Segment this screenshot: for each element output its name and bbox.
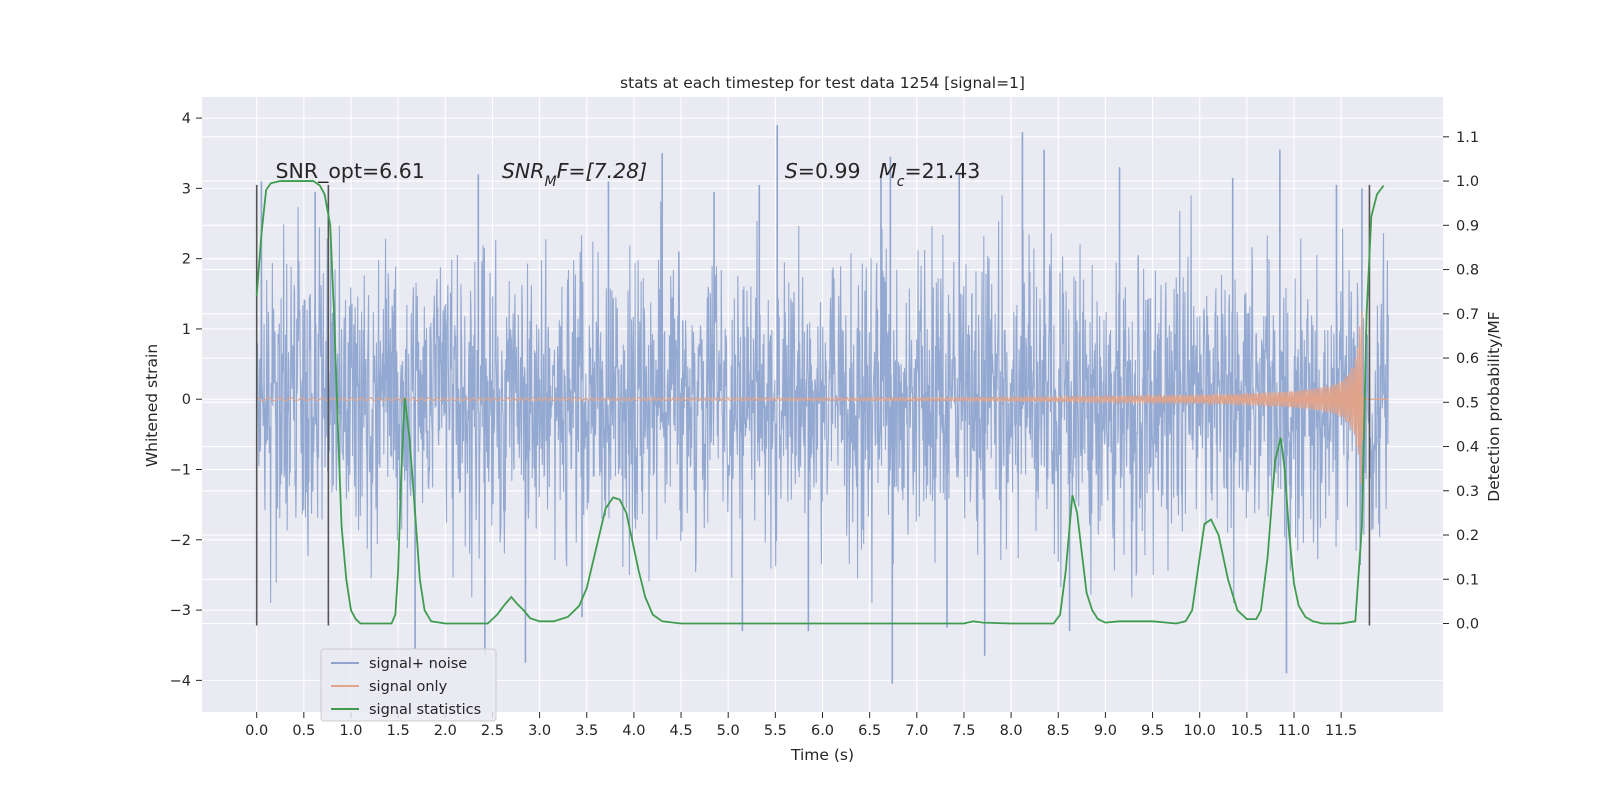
- x-tick-label: 2.0: [434, 723, 457, 739]
- y-tick-label-right: 1.1: [1456, 130, 1479, 146]
- y-axis-label-left: Whitened strain: [143, 344, 161, 467]
- annotation-main: SNR: [502, 159, 545, 183]
- legend-label: signal statistics: [369, 702, 481, 718]
- annotation-subscript: c: [897, 174, 905, 190]
- x-axis-label: Time (s): [790, 746, 854, 764]
- annotation-value: F=[7.28]: [557, 159, 648, 183]
- y-tick-label-right: 0.9: [1456, 218, 1479, 234]
- series-signal-statistics-line: [255, 180, 1385, 625]
- y-tick-label-left: −2: [170, 533, 191, 549]
- y-tick-label-left: −3: [170, 603, 191, 619]
- x-tick-label: 11.0: [1278, 723, 1310, 739]
- y-tick-label-right: 1.0: [1456, 174, 1479, 190]
- y-axis-label-right: Detection probability/MF: [1485, 311, 1503, 502]
- x-tick-label: 3.0: [528, 723, 551, 739]
- y-tick-label-right: 0.8: [1456, 263, 1479, 279]
- annotation-text: SNRMF=[7.28]: [502, 159, 647, 190]
- x-tick-label: 4.0: [622, 723, 645, 739]
- x-tick-label: 6.5: [858, 723, 881, 739]
- x-tick-label: 9.0: [1094, 723, 1117, 739]
- y-tick-label-left: −4: [170, 673, 191, 689]
- y-tick-label-left: 2: [182, 252, 191, 268]
- x-tick-label: 0.5: [292, 723, 315, 739]
- legend-label: signal only: [369, 679, 448, 695]
- y-tick-label-left: 4: [182, 111, 191, 127]
- annotation-text: SNR_opt=6.61: [276, 159, 425, 184]
- series-signal-only-line: [256, 311, 1365, 485]
- y-tick-label-left: 1: [182, 322, 191, 338]
- x-tick-label: 3.5: [575, 723, 598, 739]
- x-tick-label: 8.0: [1000, 723, 1023, 739]
- annotation-value: =21.43: [904, 159, 980, 183]
- y-tick-label-left: 0: [182, 392, 191, 408]
- x-tick-label: 5.0: [717, 723, 740, 739]
- y-tick-label-right: 0.5: [1456, 395, 1479, 411]
- annotation-main: SNR_opt=6.61: [276, 159, 425, 184]
- x-tick-label: 10.0: [1184, 723, 1216, 739]
- x-tick-label: 9.5: [1141, 723, 1164, 739]
- x-tick-label: 1.5: [387, 723, 410, 739]
- x-tick-label: 10.5: [1231, 723, 1263, 739]
- y-tick-label-right: 0.3: [1456, 484, 1479, 500]
- y-tick-label-right: 0.4: [1456, 440, 1479, 456]
- legend-label: signal+ noise: [369, 656, 467, 672]
- x-tick-label: 8.5: [1047, 723, 1070, 739]
- y-tick-label-right: 0.0: [1456, 617, 1479, 633]
- x-tick-label: 11.5: [1325, 723, 1357, 739]
- y-tick-label-right: 0.7: [1456, 307, 1479, 323]
- annotation-text: Mc=21.43: [879, 159, 980, 190]
- y-tick-label-right: 0.6: [1456, 351, 1479, 367]
- y-tick-label-right: 0.1: [1456, 572, 1479, 588]
- x-tick-label: 5.5: [764, 723, 787, 739]
- x-tick-label: 2.5: [481, 723, 504, 739]
- x-tick-label: 0.0: [245, 723, 268, 739]
- annotation-subscript: M: [544, 174, 556, 190]
- y-tick-label-right: 0.2: [1456, 528, 1479, 544]
- x-tick-label: 1.0: [339, 723, 362, 739]
- x-tick-label: 6.0: [811, 723, 834, 739]
- x-tick-label: 4.5: [670, 723, 693, 739]
- x-tick-label: 7.0: [905, 723, 928, 739]
- annotation-main: M: [879, 159, 897, 183]
- annotation-value: =0.99: [798, 159, 861, 183]
- legend-box: [320, 648, 497, 722]
- annotation-main: S: [785, 159, 798, 183]
- chart-title: stats at each timestep for test data 125…: [620, 74, 1025, 92]
- x-tick-label: 7.5: [952, 723, 975, 739]
- annotation-text: S=0.99: [785, 159, 861, 183]
- series-signal-noise-line: [256, 195, 1389, 604]
- y-tick-label-left: 3: [182, 181, 191, 197]
- y-tick-label-left: −1: [170, 463, 191, 479]
